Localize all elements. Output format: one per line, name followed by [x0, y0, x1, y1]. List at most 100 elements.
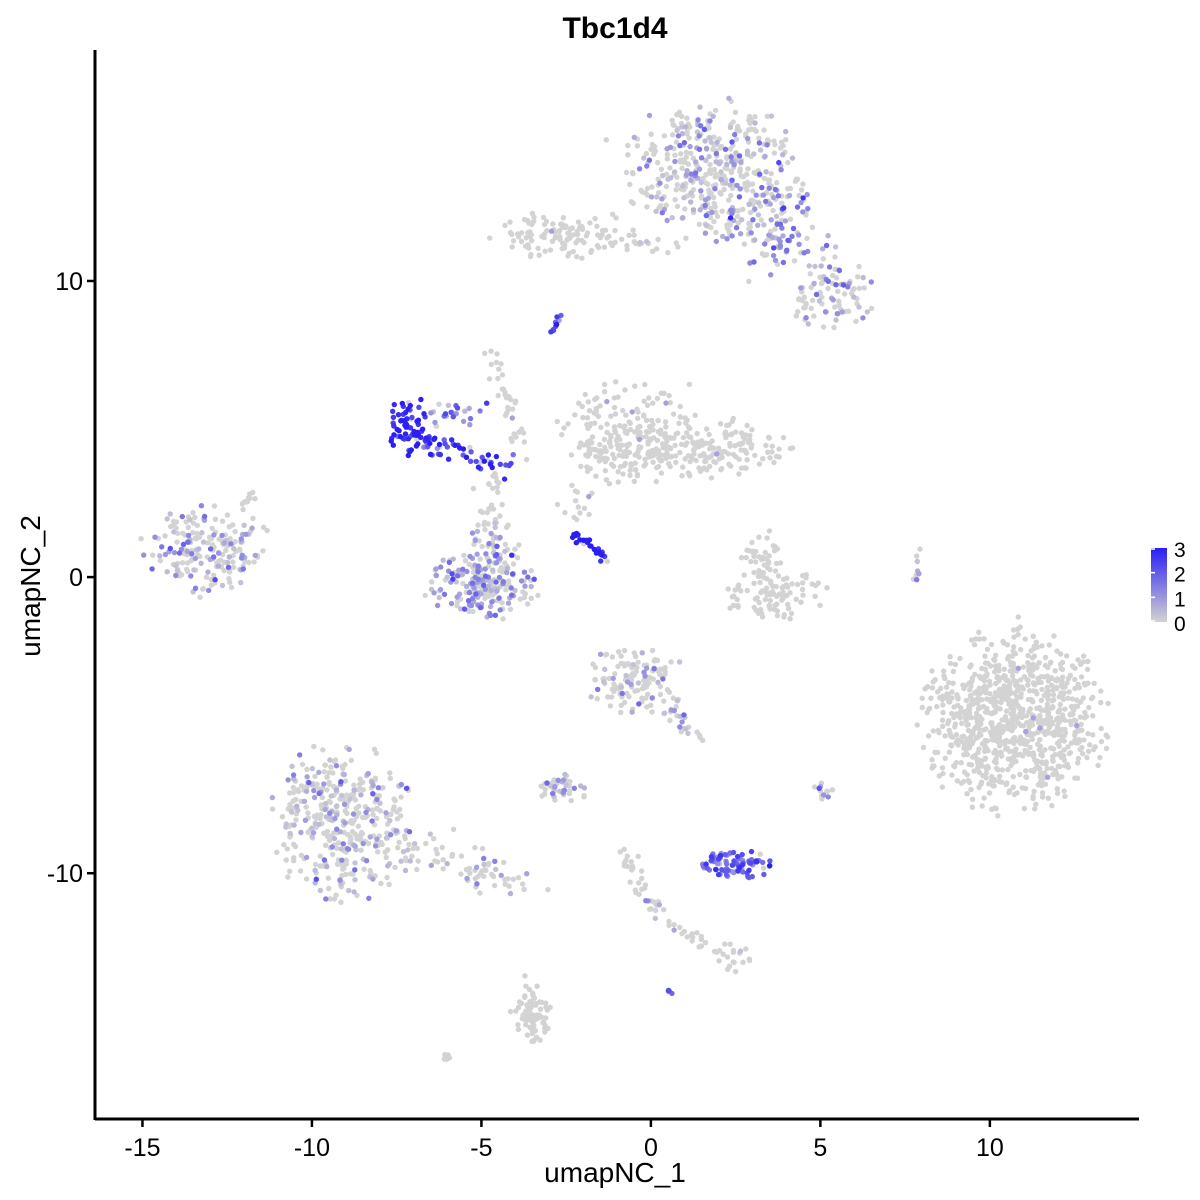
cell-point — [1023, 774, 1030, 780]
cell-point — [249, 525, 255, 531]
cell-point — [437, 451, 444, 458]
cell-point — [383, 810, 389, 816]
cell-point — [860, 315, 866, 321]
cell-point — [950, 668, 957, 675]
cell-point — [762, 596, 768, 603]
cell-point — [317, 887, 323, 894]
cell-point — [624, 246, 630, 253]
cell-point — [645, 691, 651, 697]
legend-tick-label: 0 — [1174, 613, 1186, 636]
cell-point — [1090, 746, 1097, 753]
cell-point — [482, 526, 488, 533]
cell-point — [507, 606, 514, 612]
cell-point — [772, 568, 779, 574]
cell-point — [1080, 653, 1087, 659]
cell-point — [741, 447, 747, 454]
cell-point — [646, 157, 653, 163]
cell-point — [559, 431, 565, 438]
cell-point — [415, 441, 421, 447]
cell-point — [525, 574, 531, 580]
cell-point — [987, 682, 993, 688]
cell-point — [1027, 688, 1033, 694]
cell-point — [627, 420, 633, 427]
cell-point — [981, 795, 987, 801]
cell-point — [501, 859, 507, 866]
cell-point — [522, 583, 528, 589]
cell-point — [984, 646, 991, 652]
cell-point — [601, 436, 608, 443]
cell-point — [667, 454, 673, 460]
cell-point — [712, 186, 718, 192]
cell-point — [595, 413, 602, 420]
y-tick-label: -10 — [47, 860, 83, 888]
cell-point — [493, 560, 500, 566]
cell-point — [939, 784, 946, 790]
cell-point — [507, 229, 514, 236]
cell-point — [611, 404, 618, 411]
cell-point — [481, 861, 487, 868]
cell-point — [198, 503, 205, 509]
cell-point — [1062, 793, 1068, 800]
cell-point — [974, 756, 980, 762]
cell-point — [468, 449, 474, 455]
cell-point — [522, 973, 528, 979]
cell-point — [366, 895, 372, 901]
cell-point — [329, 851, 336, 858]
cell-point — [787, 445, 794, 452]
cell-point — [693, 457, 699, 464]
cell-point — [808, 284, 814, 290]
cell-point — [553, 321, 560, 328]
cell-point — [571, 785, 577, 791]
cell-point — [1020, 664, 1027, 670]
cell-point — [803, 300, 809, 307]
cell-point — [1008, 762, 1014, 769]
cell-point — [188, 573, 194, 579]
cell-point — [322, 762, 329, 768]
cell-point — [624, 679, 631, 685]
cell-point — [766, 602, 773, 609]
cell-point — [390, 442, 396, 448]
cell-point — [1077, 661, 1084, 667]
cell-point — [554, 501, 561, 508]
cell-point — [688, 454, 695, 460]
cell-point — [841, 291, 848, 297]
cell-point — [775, 193, 782, 199]
cell-point — [687, 143, 693, 150]
cell-point — [632, 467, 639, 473]
cell-point — [618, 709, 624, 716]
cell-point — [1085, 680, 1091, 686]
cell-point — [534, 983, 540, 989]
cell-point — [663, 400, 669, 406]
cell-point — [767, 597, 773, 604]
cell-point — [200, 539, 207, 545]
cell-point — [327, 810, 333, 816]
cell-point — [987, 729, 994, 735]
cell-point — [658, 203, 664, 209]
cell-point — [999, 767, 1006, 773]
cell-point — [658, 390, 664, 396]
cell-point — [1097, 754, 1103, 761]
cell-point — [864, 309, 870, 315]
x-axis-title: umapNC_1 — [544, 1157, 686, 1188]
cell-point — [1001, 683, 1007, 689]
cell-point — [407, 858, 413, 864]
cell-point — [505, 578, 512, 584]
cell-point — [749, 539, 755, 546]
cell-point — [406, 841, 412, 848]
cell-point — [658, 166, 665, 172]
cell-point — [431, 590, 437, 596]
cell-point — [574, 489, 581, 495]
cell-point — [1060, 696, 1067, 703]
cell-point — [495, 489, 501, 495]
cell-point — [159, 544, 165, 550]
cell-point — [966, 761, 972, 768]
cell-point — [753, 192, 759, 198]
cell-point — [689, 938, 695, 944]
cell-point — [929, 668, 935, 674]
cell-point — [688, 177, 694, 183]
cell-point — [1032, 766, 1038, 772]
cell-point — [729, 418, 736, 424]
cell-point — [461, 606, 468, 612]
cell-point — [291, 776, 297, 782]
cell-point — [608, 240, 614, 246]
